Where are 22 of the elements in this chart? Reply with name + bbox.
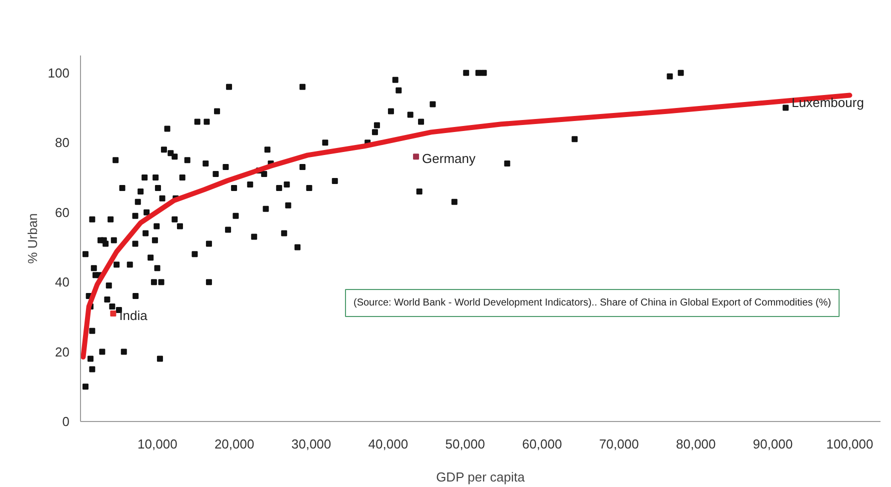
annotation: Luxembourg (792, 94, 864, 110)
x-tick-label: 30,000 (291, 436, 332, 452)
y-tick-label: 40 (55, 274, 70, 290)
x-tick-label: 90,000 (752, 436, 793, 452)
annotation: India (119, 308, 148, 323)
y-axis-title: % Urban (24, 213, 40, 264)
x-tick-label: 100,000 (826, 436, 874, 452)
x-tick-label: 10,000 (138, 436, 178, 452)
y-tick-label: 0 (62, 414, 70, 429)
x-tick-label: 20,000 (214, 436, 254, 452)
x-tick-label: 50,000 (445, 436, 485, 452)
y-tick-label: 60 (55, 204, 70, 220)
annotation: Germany (422, 151, 476, 166)
x-tick-label: 60,000 (522, 436, 562, 452)
x-tick-label: 40,000 (368, 436, 408, 452)
x-axis-title: GDP per capita (436, 470, 526, 484)
annotation: (Source: World Bank - World Development Indicators).. Share of China in Global Export of Commodities (%) (354, 298, 832, 308)
y-tick-label: 100 (48, 65, 70, 80)
y-tick-label: 80 (55, 135, 70, 150)
x-tick-label: 80,000 (676, 436, 716, 452)
y-tick-label: 20 (55, 344, 70, 360)
x-tick-label: 70,000 (599, 436, 639, 452)
